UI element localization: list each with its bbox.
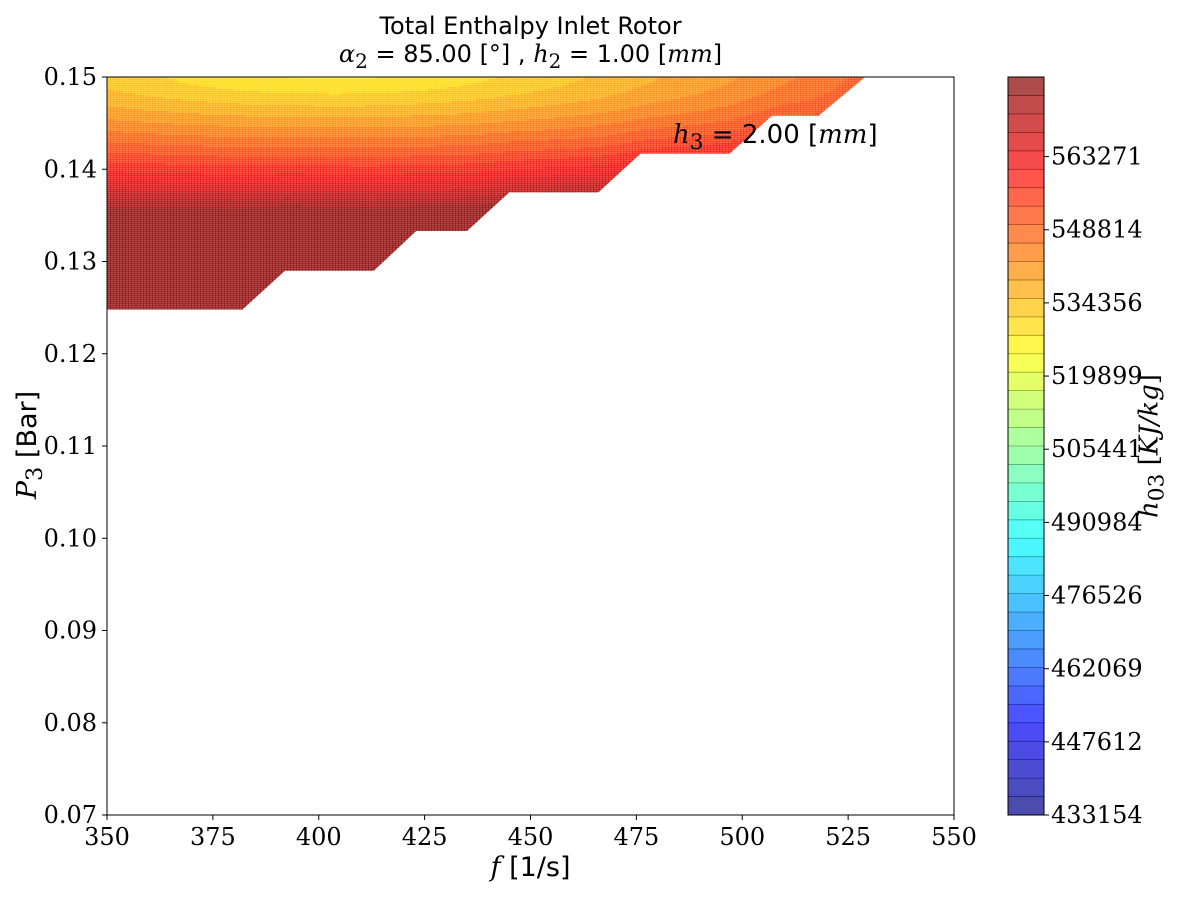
colorbar-tick-label: 462069 xyxy=(1051,655,1143,683)
y-tick-label: 0.14 xyxy=(44,155,97,183)
colorbar-band xyxy=(1008,796,1044,816)
colorbar-band xyxy=(1008,279,1044,299)
colorbar-band xyxy=(1008,261,1044,281)
colorbar-band xyxy=(1008,316,1044,336)
x-tick-label: 475 xyxy=(613,823,659,851)
x-tick-label: 400 xyxy=(296,823,342,851)
colorbar-band xyxy=(1008,519,1044,539)
colorbar-tick-label: 548814 xyxy=(1051,216,1143,244)
colorbar-band xyxy=(1008,427,1044,447)
colorbar-tick-label: 563271 xyxy=(1051,143,1143,171)
x-tick-label: 500 xyxy=(719,823,765,851)
colorbar-band xyxy=(1008,113,1044,133)
colorbar-tick-label: 519899 xyxy=(1051,362,1143,390)
x-tick-label: 550 xyxy=(931,823,977,851)
colorbar-band xyxy=(1008,224,1044,244)
colorbar-tick-label: 505441 xyxy=(1051,435,1143,463)
y-tick-label: 0.15 xyxy=(44,63,97,91)
x-tick-label: 425 xyxy=(402,823,448,851)
colorbar-band xyxy=(1008,150,1044,170)
colorbar-band xyxy=(1008,390,1044,410)
colorbar-band xyxy=(1008,335,1044,355)
colorbar-band xyxy=(1008,501,1044,521)
colorbar: 433154 447612 462069 476526 490984 505441 5198… xyxy=(1007,76,1143,829)
colorbar-band xyxy=(1008,206,1044,225)
y-tick-label: 0.11 xyxy=(44,432,97,460)
colorbar-band xyxy=(1008,409,1044,428)
colorbar-band xyxy=(1008,77,1044,96)
chart-title: Total Enthalpy Inlet Rotor xyxy=(379,12,682,40)
y-axis-label: P3 [Bar] xyxy=(11,390,49,500)
colorbar-band xyxy=(1008,778,1044,797)
colorbar-band xyxy=(1008,648,1044,668)
colorbar-band xyxy=(1008,464,1044,484)
colorbar-band xyxy=(1008,187,1044,207)
x-tick-label: 525 xyxy=(825,823,871,851)
y-tick-label: 0.08 xyxy=(44,709,97,737)
colorbar-tick-label: 490984 xyxy=(1051,508,1143,536)
colorbar-band xyxy=(1008,446,1044,465)
colorbar-band xyxy=(1008,759,1044,779)
y-tick-label: 0.12 xyxy=(44,340,97,368)
x-tick-label: 375 xyxy=(190,823,236,851)
colorbar-band xyxy=(1008,722,1044,742)
colorbar-band xyxy=(1008,556,1044,576)
colorbar-band xyxy=(1008,593,1044,613)
colorbar-band xyxy=(1008,372,1044,392)
colorbar-band xyxy=(1008,741,1044,761)
colorbar-band xyxy=(1008,132,1044,152)
colorbar-band xyxy=(1008,704,1044,724)
colorbar-band xyxy=(1008,353,1044,373)
colorbar-label: h03 [KJ/kg] xyxy=(1134,374,1170,518)
x-axis-label: f [1/s] xyxy=(490,852,571,883)
colorbar-tick-label: 433154 xyxy=(1051,801,1143,829)
y-tick-label: 0.09 xyxy=(44,617,97,645)
colorbar-band xyxy=(1008,685,1044,705)
colorbar-band xyxy=(1008,630,1044,650)
y-tick-label: 0.10 xyxy=(44,524,97,552)
colorbar-tick-label: 476526 xyxy=(1051,582,1143,610)
colorbar-frame xyxy=(1007,76,1045,816)
x-axis: 350 375 400 425 450 475 500 525 550 xyxy=(84,815,977,851)
x-tick-label: 350 xyxy=(84,823,130,851)
colorbar-band xyxy=(1008,612,1044,631)
y-tick-label: 0.07 xyxy=(44,801,97,829)
y-tick-label: 0.13 xyxy=(44,248,97,276)
x-tick-label: 450 xyxy=(508,823,554,851)
colorbar-band xyxy=(1008,169,1044,189)
colorbar-band xyxy=(1008,667,1044,687)
colorbar-band xyxy=(1008,298,1044,318)
colorbar-tick-label: 447612 xyxy=(1051,728,1143,756)
chart-subtitle: α2 = 85.00 [°] , h2 = 1.00 [mm] xyxy=(338,40,723,73)
colorbar-band xyxy=(1008,243,1044,262)
y-axis: 0.07 0.08 0.09 0.10 0.11 0.12 0.13 0.14 0.15 xyxy=(44,63,107,829)
colorbar-band xyxy=(1008,482,1044,502)
contour-field xyxy=(107,77,866,310)
colorbar-band xyxy=(1008,95,1044,115)
colorbar-tick-label: 534356 xyxy=(1051,289,1143,317)
plot-annotation: h3 = 2.00 [mm] xyxy=(673,120,878,156)
colorbar-band xyxy=(1008,538,1044,558)
colorbar-band xyxy=(1008,575,1044,594)
